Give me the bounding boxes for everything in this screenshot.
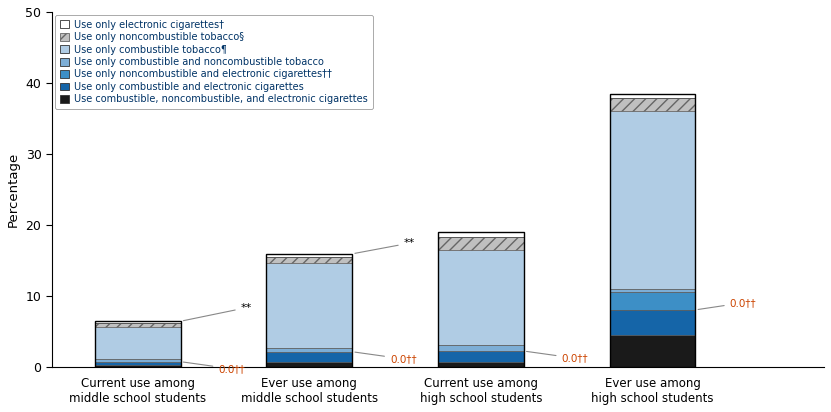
Text: **: **: [355, 238, 415, 253]
Bar: [438, 232, 524, 367]
Bar: [438, 237, 524, 250]
Text: 0.0††: 0.0††: [184, 362, 245, 374]
Bar: [95, 362, 180, 365]
Bar: [267, 363, 352, 367]
Bar: [610, 94, 696, 367]
Bar: [438, 351, 524, 362]
Bar: [267, 254, 352, 257]
Bar: [438, 345, 524, 351]
Bar: [438, 362, 524, 367]
Bar: [267, 263, 352, 348]
Text: 0.0††: 0.0††: [355, 352, 416, 364]
Bar: [610, 111, 696, 289]
Bar: [610, 94, 696, 98]
Bar: [610, 289, 696, 292]
Text: 0.0††: 0.0††: [527, 351, 588, 363]
Bar: [95, 365, 180, 367]
Bar: [610, 310, 696, 335]
Bar: [267, 254, 352, 367]
Bar: [438, 232, 524, 237]
Bar: [267, 348, 352, 352]
Bar: [95, 321, 180, 367]
Bar: [610, 292, 696, 310]
Bar: [610, 98, 696, 111]
Bar: [95, 321, 180, 323]
Legend: Use only electronic cigarettes†, Use only noncombustible tobacco§, Use only comb: Use only electronic cigarettes†, Use onl…: [55, 15, 373, 109]
Text: 0.0††: 0.0††: [698, 298, 756, 309]
Y-axis label: Percentage: Percentage: [7, 152, 20, 227]
Bar: [95, 323, 180, 327]
Bar: [267, 352, 352, 363]
Bar: [267, 257, 352, 263]
Bar: [95, 327, 180, 359]
Bar: [610, 335, 696, 367]
Text: **: **: [184, 303, 252, 321]
Bar: [438, 250, 524, 345]
Bar: [95, 359, 180, 362]
